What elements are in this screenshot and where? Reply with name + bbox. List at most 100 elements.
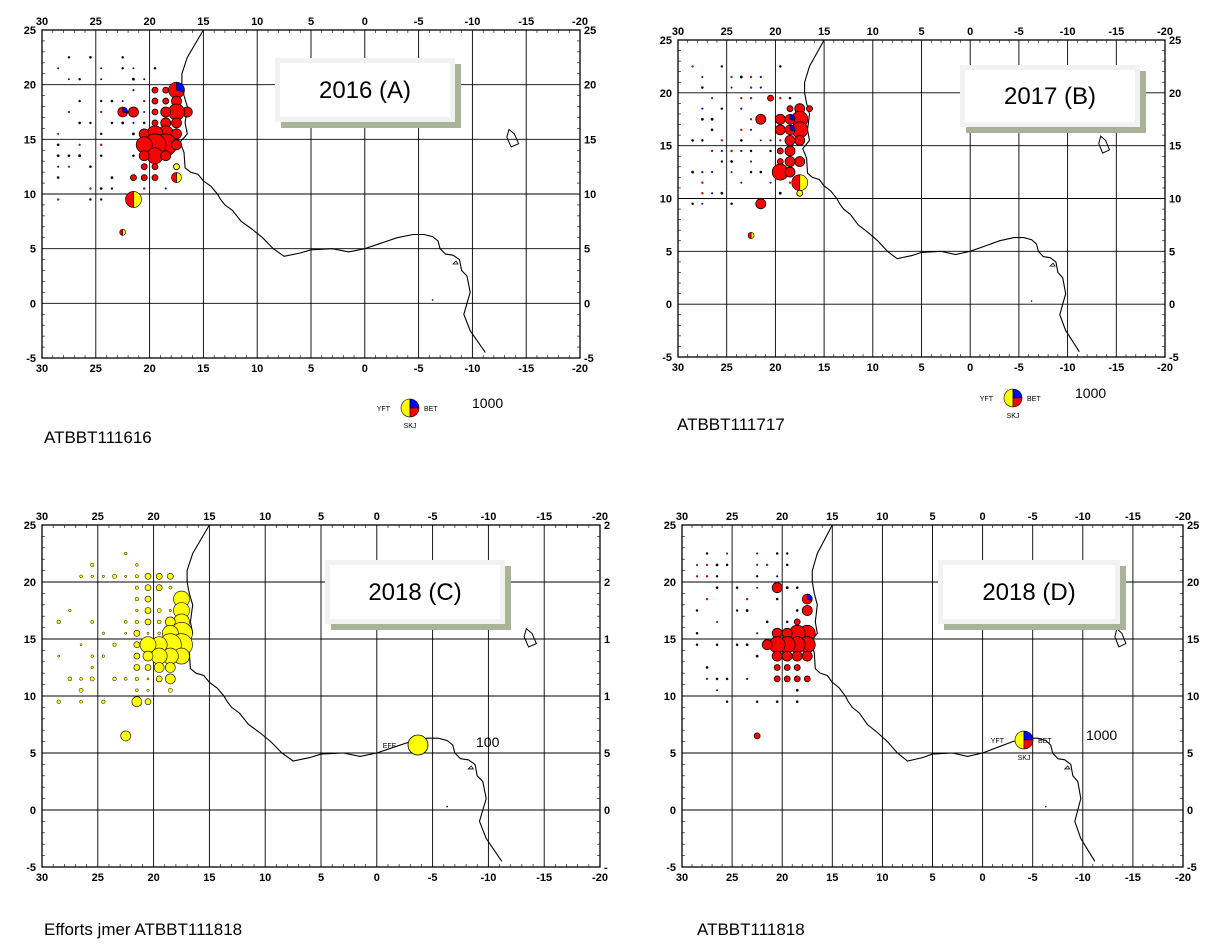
pie-slice	[160, 106, 172, 118]
legend-yft-label: YFT	[980, 396, 994, 403]
effort-point	[124, 632, 127, 635]
pie-slice	[747, 232, 752, 239]
x-tick-label-bottom: -20	[1175, 872, 1191, 884]
catch-pie	[160, 150, 172, 162]
catch-pie	[130, 174, 137, 182]
pie-slice	[133, 191, 142, 208]
effort-circle	[167, 573, 174, 580]
catch-point	[759, 139, 762, 142]
legend-value: 100	[476, 734, 500, 750]
catch-point	[99, 132, 103, 136]
x-tick-label-bottom: 5	[918, 362, 924, 374]
y-tick-label-left: 15	[664, 634, 676, 646]
legend-bet-label: BET	[1027, 396, 1041, 403]
catch-point	[720, 139, 723, 142]
pie-slice	[794, 156, 806, 167]
pie-slice	[171, 139, 182, 151]
pie-slice	[781, 650, 793, 662]
catch-point	[89, 121, 92, 125]
effort-circle	[153, 662, 165, 673]
catch-pie	[151, 86, 159, 94]
catch-point	[716, 689, 719, 692]
x-tick-label-top: 20	[776, 511, 788, 523]
pie-slice	[160, 150, 172, 162]
catch-pie	[776, 158, 784, 165]
pie-slice	[784, 145, 796, 157]
effort-point	[101, 699, 106, 704]
catch-point	[142, 121, 146, 125]
pie-slice	[176, 172, 182, 183]
y-tick-label-right: 15	[584, 134, 596, 146]
dataset-label: ATBBT111616	[44, 428, 152, 447]
legend-pie-slice	[409, 398, 420, 409]
pie-slice	[784, 134, 796, 146]
island	[452, 260, 459, 265]
pie-slice	[171, 128, 182, 140]
catch-point	[740, 181, 743, 184]
panel-title-box: 2017 (B)	[960, 65, 1146, 133]
catch-point	[143, 187, 146, 190]
catch-point	[766, 563, 769, 567]
y-tick-label-left: 20	[664, 577, 676, 589]
catch-pie	[776, 147, 784, 155]
x-tick-label-top: 10	[251, 16, 263, 28]
catch-point	[121, 67, 124, 70]
legend-bet-label: BET	[1038, 738, 1052, 745]
catch-pie	[171, 139, 182, 151]
x-tick-label-bottom: 5	[929, 872, 935, 884]
y-tick-label-left: 10	[24, 189, 36, 201]
effort-point	[123, 677, 128, 681]
catch-point	[67, 154, 71, 158]
island	[467, 765, 475, 770]
pie-slice	[767, 94, 774, 102]
y-tick-label-left: 0	[30, 805, 36, 817]
catch-point	[710, 149, 714, 153]
panel-title-box: 2018 (C)	[325, 560, 511, 630]
x-tick-label-top: 0	[362, 16, 368, 28]
y-tick-label-right: 5	[584, 244, 590, 256]
catch-point	[110, 187, 114, 190]
effort-point	[56, 619, 61, 624]
catch-point	[701, 202, 704, 205]
catch-pie	[160, 106, 172, 118]
catch-point	[740, 107, 743, 110]
x-tick-label-bottom: 10	[867, 362, 879, 374]
catch-pie	[793, 664, 801, 671]
x-tick-label-top: 0	[980, 511, 986, 523]
title-inner	[330, 565, 500, 619]
effort-point	[56, 699, 61, 704]
x-tick-label-top: 5	[929, 511, 935, 523]
effort-point	[101, 574, 105, 578]
effort-point	[90, 620, 95, 624]
x-tick-label-bottom: 25	[721, 362, 733, 374]
pie-slice	[771, 582, 783, 594]
legend-yft-label: YFT	[377, 406, 391, 413]
catch-point	[691, 202, 694, 206]
dataset-label: Efforts jmer ATBBT111818	[44, 920, 243, 939]
catch-point	[725, 677, 729, 681]
y-tick-label-right: 25	[1169, 35, 1181, 47]
catch-pie	[771, 650, 783, 662]
catch-point	[701, 107, 704, 110]
catch-point	[730, 171, 733, 174]
y-tick-label-left: 0	[30, 298, 36, 310]
effort-circle	[144, 584, 152, 591]
y-tick-label-left: 5	[666, 246, 672, 258]
y-tick-label-right: -5	[1187, 862, 1197, 874]
legend-pie-slice	[400, 398, 411, 418]
x-tick-label-bottom: 10	[251, 363, 263, 375]
catch-point	[749, 149, 753, 153]
x-tick-label-top: -15	[1125, 511, 1141, 523]
catch-point	[99, 99, 103, 103]
catch-point	[740, 149, 743, 153]
x-tick-label-bottom: -15	[1125, 872, 1141, 884]
pie-slice	[151, 163, 159, 171]
catch-point	[749, 96, 753, 100]
catch-pie	[755, 113, 767, 125]
x-tick-label-top: 20	[143, 16, 155, 28]
catch-point	[143, 111, 146, 113]
pie-slice	[786, 105, 794, 113]
catch-point	[756, 632, 759, 635]
panel-title-box: 2018 (D)	[938, 560, 1126, 630]
x-tick-label-bottom: -10	[1060, 362, 1076, 374]
